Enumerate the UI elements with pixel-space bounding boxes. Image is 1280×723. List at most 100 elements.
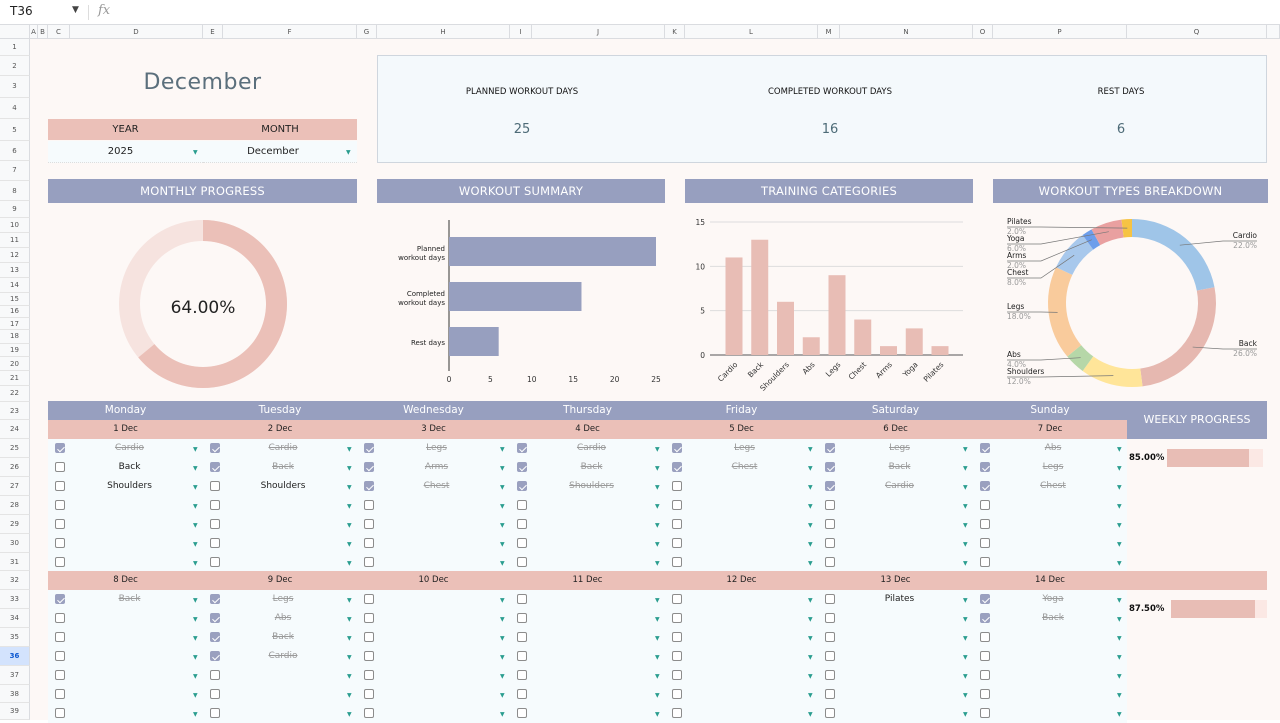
dropdown-arrow-icon[interactable]: ▼ xyxy=(655,522,660,529)
column-header-L[interactable]: L xyxy=(685,25,818,39)
task-checkbox[interactable] xyxy=(825,632,835,642)
task-checkbox[interactable] xyxy=(980,519,990,529)
task-checkbox[interactable] xyxy=(517,632,527,642)
dropdown-arrow-icon[interactable]: ▼ xyxy=(655,560,660,567)
row-header-26[interactable]: 26 xyxy=(0,458,30,477)
dropdown-arrow-icon[interactable]: ▼ xyxy=(808,560,813,567)
task-checkbox[interactable] xyxy=(364,500,374,510)
task-checkbox[interactable] xyxy=(980,689,990,699)
dropdown-arrow-icon[interactable]: ▼ xyxy=(963,522,968,529)
task-select[interactable]: Back xyxy=(223,462,343,472)
row-header-31[interactable]: 31 xyxy=(0,553,30,572)
row-header-8[interactable]: 8 xyxy=(0,181,30,201)
column-header-D[interactable]: D xyxy=(70,25,203,39)
dropdown-arrow-icon[interactable]: ▼ xyxy=(808,541,813,548)
row-header-29[interactable]: 29 xyxy=(0,515,30,534)
task-checkbox[interactable] xyxy=(210,613,220,623)
dropdown-arrow-icon[interactable]: ▼ xyxy=(808,484,813,491)
task-checkbox[interactable] xyxy=(672,670,682,680)
task-checkbox[interactable] xyxy=(210,670,220,680)
dropdown-arrow-icon[interactable]: ▼ xyxy=(500,692,505,699)
dropdown-arrow-icon[interactable]: ▼ xyxy=(963,446,968,453)
dropdown-arrow-icon[interactable]: ▼ xyxy=(347,484,352,491)
task-checkbox[interactable] xyxy=(825,689,835,699)
row-header-18[interactable]: 18 xyxy=(0,330,30,344)
task-checkbox[interactable] xyxy=(672,500,682,510)
column-header-R[interactable] xyxy=(1267,25,1280,39)
task-checkbox[interactable] xyxy=(55,519,65,529)
dropdown-arrow-icon[interactable]: ▼ xyxy=(500,465,505,472)
dropdown-arrow-icon[interactable]: ▼ xyxy=(963,616,968,623)
task-checkbox[interactable] xyxy=(517,613,527,623)
dropdown-arrow-icon[interactable]: ▼ xyxy=(963,692,968,699)
task-checkbox[interactable] xyxy=(980,538,990,548)
task-select[interactable]: Chest xyxy=(685,462,804,472)
dropdown-arrow-icon[interactable]: ▼ xyxy=(655,673,660,680)
dropdown-arrow-icon[interactable]: ▼ xyxy=(500,541,505,548)
row-header-25[interactable]: 25 xyxy=(0,439,30,458)
task-select[interactable]: Legs xyxy=(685,443,804,453)
task-checkbox[interactable] xyxy=(364,443,374,453)
task-checkbox[interactable] xyxy=(980,443,990,453)
task-checkbox[interactable] xyxy=(55,557,65,567)
row-header-34[interactable]: 34 xyxy=(0,609,30,628)
task-checkbox[interactable] xyxy=(980,557,990,567)
task-select[interactable]: Abs xyxy=(223,613,343,623)
dropdown-arrow-icon[interactable]: ▼ xyxy=(655,654,660,661)
dropdown-arrow-icon[interactable]: ▼ xyxy=(808,635,813,642)
row-header-5[interactable]: 5 xyxy=(0,119,30,141)
task-checkbox[interactable] xyxy=(825,481,835,491)
dropdown-arrow-icon[interactable]: ▼ xyxy=(963,560,968,567)
dropdown-arrow-icon[interactable]: ▼ xyxy=(808,654,813,661)
task-checkbox[interactable] xyxy=(210,557,220,567)
name-box-dropdown-icon[interactable]: ▼ xyxy=(72,5,79,15)
name-box[interactable]: T36 xyxy=(10,4,33,18)
dropdown-arrow-icon[interactable]: ▼ xyxy=(808,673,813,680)
corner-cell[interactable] xyxy=(0,25,30,39)
task-checkbox[interactable] xyxy=(55,613,65,623)
task-checkbox[interactable] xyxy=(364,708,374,718)
dropdown-arrow-icon[interactable]: ▼ xyxy=(1117,541,1122,548)
task-checkbox[interactable] xyxy=(825,557,835,567)
task-checkbox[interactable] xyxy=(980,594,990,604)
dropdown-arrow-icon[interactable]: ▼ xyxy=(500,503,505,510)
task-checkbox[interactable] xyxy=(672,462,682,472)
dropdown-arrow-icon[interactable]: ▼ xyxy=(347,522,352,529)
dropdown-arrow-icon[interactable]: ▼ xyxy=(963,635,968,642)
task-checkbox[interactable] xyxy=(672,708,682,718)
task-select[interactable]: Back xyxy=(70,594,189,604)
dropdown-arrow-icon[interactable]: ▼ xyxy=(808,503,813,510)
dropdown-arrow-icon[interactable]: ▼ xyxy=(1117,711,1122,718)
dropdown-arrow-icon[interactable]: ▼ xyxy=(655,541,660,548)
task-checkbox[interactable] xyxy=(55,500,65,510)
dropdown-arrow-icon[interactable]: ▼ xyxy=(347,692,352,699)
row-header-1[interactable]: 1 xyxy=(0,39,30,56)
row-header-39[interactable]: 39 xyxy=(0,703,30,720)
row-header-14[interactable]: 14 xyxy=(0,278,30,293)
task-checkbox[interactable] xyxy=(517,500,527,510)
task-checkbox[interactable] xyxy=(364,689,374,699)
dropdown-arrow-icon[interactable]: ▼ xyxy=(1117,522,1122,529)
year-select[interactable]: 2025 ▼ xyxy=(48,141,203,163)
task-checkbox[interactable] xyxy=(517,481,527,491)
task-checkbox[interactable] xyxy=(364,594,374,604)
task-checkbox[interactable] xyxy=(517,689,527,699)
column-header-C[interactable]: C xyxy=(48,25,70,39)
task-select[interactable]: Legs xyxy=(223,594,343,604)
row-header-16[interactable]: 16 xyxy=(0,306,30,318)
task-select[interactable]: Back xyxy=(223,632,343,642)
task-select[interactable]: Chest xyxy=(993,481,1113,491)
dropdown-arrow-icon[interactable]: ▼ xyxy=(1117,484,1122,491)
task-select[interactable]: Back xyxy=(840,462,959,472)
task-checkbox[interactable] xyxy=(672,481,682,491)
task-checkbox[interactable] xyxy=(210,594,220,604)
row-header-19[interactable]: 19 xyxy=(0,344,30,357)
dropdown-arrow-icon[interactable]: ▼ xyxy=(963,541,968,548)
row-header-37[interactable]: 37 xyxy=(0,666,30,685)
dropdown-arrow-icon[interactable]: ▼ xyxy=(346,149,351,156)
dropdown-arrow-icon[interactable]: ▼ xyxy=(193,541,198,548)
task-checkbox[interactable] xyxy=(980,462,990,472)
task-checkbox[interactable] xyxy=(672,651,682,661)
task-checkbox[interactable] xyxy=(672,443,682,453)
task-checkbox[interactable] xyxy=(517,557,527,567)
